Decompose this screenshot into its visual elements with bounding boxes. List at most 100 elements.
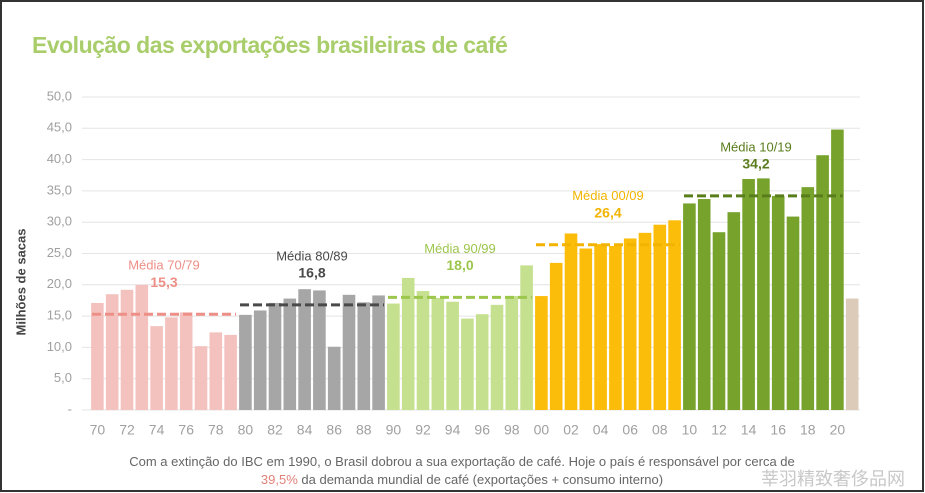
bar [683,203,696,410]
bar [298,289,311,410]
x-tick-label: 86 [326,422,342,438]
average-label: Média 10/19 [720,139,792,154]
x-tick-label: 14 [741,422,757,438]
footnote-line: Com a extinção do IBC em 1990, o Brasil … [129,454,795,469]
x-tick-label: 16 [770,422,786,438]
watermark: 莘羽精致奢侈品网 [761,469,905,489]
x-tick-label: 18 [800,422,816,438]
bar [816,155,829,410]
y-tick-label: 30,0 [47,214,72,229]
x-tick-label: 94 [445,422,461,438]
x-tick-label: 20 [830,422,846,438]
footnote-line: da demanda mundial de café (exportações … [298,472,663,487]
bar [342,294,356,410]
bar [771,195,785,410]
bar [727,212,741,410]
average-label: Média 90/99 [424,241,496,256]
bar [431,297,445,410]
x-tick-label: 08 [652,422,668,438]
x-tick-label: 90 [386,422,402,438]
bar [401,277,415,410]
bar [712,232,726,410]
average-label: Média 70/79 [128,258,200,273]
footnote: Com a extinção do IBC em 1990, o Brasil … [129,454,795,469]
bar [490,304,504,410]
bar [475,314,489,410]
bar [268,302,282,410]
bar [327,346,341,410]
bar [105,294,119,410]
y-tick-label: 25,0 [47,245,72,260]
bar [416,291,430,410]
bar [461,318,474,410]
average-value: 15,3 [150,274,177,290]
x-tick-label: 76 [178,422,194,438]
bar [239,314,252,410]
y-tick-label: 50,0 [47,88,72,103]
bar [505,296,519,410]
y-tick-label: 10,0 [47,339,72,354]
y-tick-label: 40,0 [47,151,72,166]
x-tick-label: 92 [415,422,431,438]
bar [668,220,681,410]
x-tick-label: 00 [534,422,550,438]
x-tick-label: 10 [682,422,698,438]
x-tick-label: 02 [563,422,579,438]
bar [387,303,400,410]
bar [845,298,859,410]
bar [609,245,622,410]
bar [313,290,326,410]
y-tick-label: 45,0 [47,120,72,135]
x-tick-label: 70 [90,422,106,438]
x-tick-label: 74 [149,422,165,438]
x-tick-label: 84 [297,422,313,438]
bar [165,317,178,410]
bar [179,312,193,410]
average-value: 34,2 [742,156,769,172]
average-value: 16,8 [298,265,325,281]
bar [535,296,548,410]
bar [786,216,800,410]
bar [549,262,563,410]
x-tick-label: 12 [711,422,727,438]
bar [253,310,267,410]
bar [579,248,593,410]
x-tick-label: 88 [356,422,372,438]
bar [446,301,459,410]
bar [224,334,237,410]
y-tick-label: 35,0 [47,182,72,197]
x-tick-label: 06 [622,422,638,438]
bar [594,244,607,410]
bar [120,289,134,410]
x-tick-label: 78 [208,422,224,438]
bar [623,238,637,410]
average-value: 26,4 [594,204,621,220]
y-axis-label: Milhões de sacas [13,229,28,336]
x-tick-label: 96 [474,422,490,438]
x-tick-label: 82 [267,422,283,438]
x-tick-label: 04 [593,422,609,438]
bar [209,332,223,410]
bar [757,178,770,410]
chart-title: Evolução das exportações brasileiras de … [32,32,507,58]
bar [653,224,667,410]
footnote: 39,5% da demanda mundial de café (export… [261,472,663,487]
bar [194,346,208,410]
average-label: Média 80/89 [276,248,348,263]
y-tick-label: 5,0 [54,370,72,385]
bar [520,265,533,410]
bar [372,295,385,410]
bar [135,284,149,410]
x-tick-label: 72 [119,422,135,438]
bar [283,298,297,410]
bar [742,179,755,410]
footnote-highlight: 39,5% [261,472,298,487]
y-tick-label: 20,0 [47,276,72,291]
bar [831,129,844,410]
bar [357,302,371,410]
bar [801,187,815,410]
average-label: Média 00/09 [572,188,644,203]
bar [150,326,163,410]
bar [564,233,578,410]
